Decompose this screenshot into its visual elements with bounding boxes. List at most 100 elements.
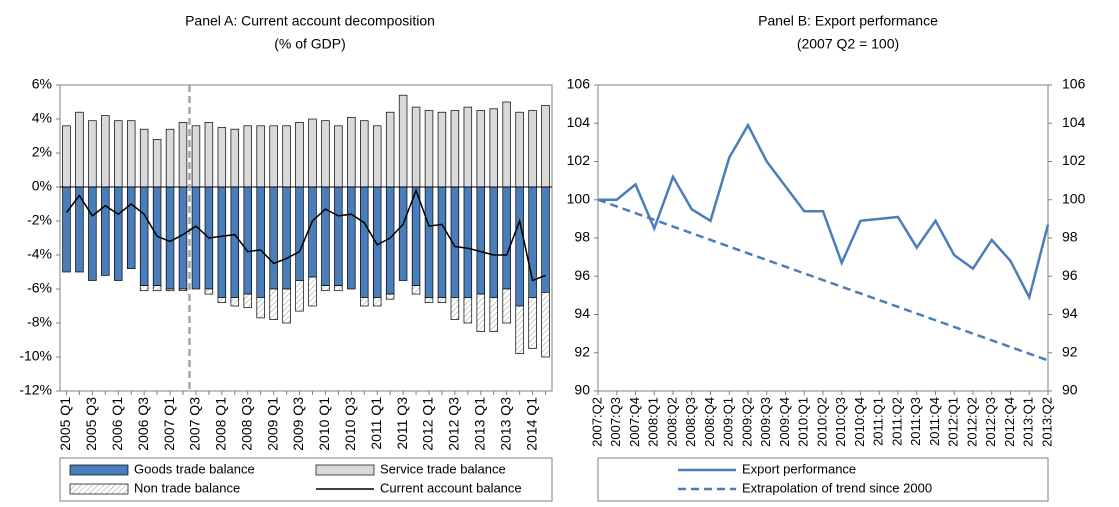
bar [398,94,408,188]
x-tick-label: 2009:Q1 [721,397,736,447]
line [597,198,1049,362]
bar [424,186,434,298]
x-tick-label: 2009:Q4 [777,397,792,447]
bar [385,111,395,188]
x-tick-label: 2009:Q2 [739,397,754,447]
x-tick-label: 2007 Q3 [187,397,203,451]
legend-label: Non trade balance [134,480,240,495]
bar [178,288,188,292]
y-tick-label: 2% [32,144,52,160]
plot-frame [59,84,553,392]
bar [165,288,175,292]
bar [230,186,240,298]
x-tick-label: 2006 Q3 [135,397,151,451]
bar [243,186,252,295]
legend-swatch [69,483,129,495]
x-tick-label: 2008 Q3 [238,397,254,451]
chart-title: Panel B: Export performance [758,13,938,29]
x-tick-label: 2013:Q2 [1039,397,1054,447]
y2-tick-label: 102 [1062,152,1086,168]
bar [101,186,110,276]
bar [528,110,537,188]
y-tick-label: -2% [27,212,52,228]
bar [88,186,97,281]
bar [217,186,227,298]
x-tick-label: 2009 Q3 [290,397,306,451]
bar [178,122,188,188]
bar [165,186,175,290]
bar [101,115,110,188]
y-tick-label: 92 [574,343,590,359]
bar [385,186,395,295]
bar [347,186,356,290]
x-tick-label: 2007:Q2 [589,397,604,447]
legend-swatch [69,464,129,476]
x-tick-label: 2011 Q1 [368,397,384,450]
bar [165,128,175,188]
y2-tick-label: 106 [1062,76,1086,92]
x-tick-label: 2013 Q3 [497,397,513,451]
bar [463,297,473,324]
bar [308,118,317,188]
bar [515,111,524,188]
x-tick-label: 2007 Q1 [161,397,177,451]
bar [321,120,330,188]
x-tick-label: 2010:Q4 [852,397,867,447]
legend-label: Current account balance [380,480,522,495]
bar [476,110,486,188]
bar [204,288,214,295]
bar [178,186,188,290]
y2-tick-label: 90 [1062,382,1078,398]
bar [489,297,498,332]
y-tick-label: 0% [32,178,52,194]
y-tick-label: 4% [32,110,52,126]
bar [334,285,343,292]
bar [515,186,524,307]
bar [424,297,434,303]
x-tick-label: 2008:Q1 [646,397,661,447]
bar [230,297,240,307]
y-tick-label: 98 [574,229,590,245]
x-tick-label: 2010 Q3 [342,397,358,451]
bar [360,120,369,188]
x-tick-label: 2008:Q4 [702,397,717,447]
bar [334,125,343,188]
x-tick-label: 2008 Q1 [213,397,229,451]
y-tick-label: -6% [27,280,52,296]
bar [243,293,252,309]
bar [437,186,447,298]
bar [152,139,162,188]
bar [372,125,382,188]
x-tick-label: 2010 Q1 [316,397,332,451]
y-tick-label: 104 [567,114,591,130]
plot-frame [597,84,1049,392]
bar [139,128,149,188]
x-tick-label: 2011:Q4 [927,397,942,446]
bar [528,297,537,349]
bar [463,106,473,188]
bar [502,288,511,324]
bar [139,186,149,286]
bar [308,186,317,278]
bar [424,110,434,188]
x-tick-label: 2012:Q3 [983,397,998,447]
y2-tick-label: 98 [1062,229,1078,245]
x-tick-label: 2012:Q4 [1002,397,1017,447]
x-tick-label: 2009 Q1 [264,397,280,451]
bar [321,285,330,292]
x-tick-label: 2008:Q2 [664,397,679,447]
x-tick-label: 2011:Q3 [908,397,923,446]
bar [476,186,486,295]
bar [321,186,330,286]
bar [114,120,123,188]
bar [372,297,382,307]
x-tick-label: 2009:Q3 [758,397,773,447]
bar [360,186,369,298]
bar [62,186,71,273]
bar [126,186,136,269]
bar [217,127,227,188]
x-tick-label: 2005 Q3 [83,397,99,451]
chart-title: Panel A: Current account decomposition [185,13,435,29]
